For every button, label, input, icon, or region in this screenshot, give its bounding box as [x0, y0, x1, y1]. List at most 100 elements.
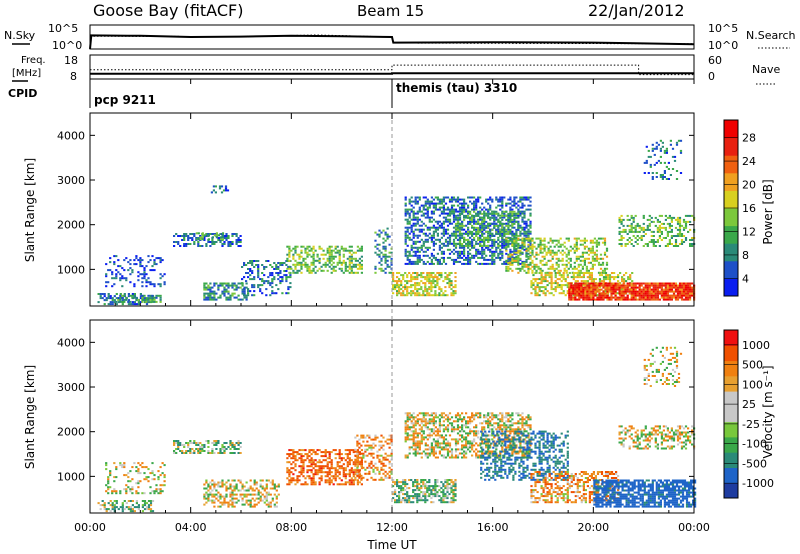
velocity-cells-cell-3: [207, 493, 210, 496]
power-cells-cell-11: [416, 262, 419, 265]
power-cells-cell-16: [668, 226, 671, 229]
power-cells-cell-10: [430, 276, 433, 279]
power-cells-cell-11: [428, 256, 431, 259]
power-cells-cell-8: [340, 261, 343, 264]
power-cells-cell-13: [529, 263, 532, 266]
power-cells-cell-11: [521, 210, 524, 213]
power-cells-cell-13: [527, 237, 530, 240]
power-cells-cell-15: [618, 292, 621, 295]
power-cells-cell-13: [573, 265, 576, 268]
power-cells-cell-6: [233, 284, 236, 287]
power-cells-cell-16: [680, 235, 684, 237]
power-cells-cell-11: [456, 234, 460, 237]
power-cells-cell-10: [432, 280, 435, 283]
power-cells-cell-11: [471, 226, 474, 229]
power-cells-cell-15: [606, 296, 609, 299]
power-cells-cell-13: [517, 255, 520, 258]
velocity-cells-cell-4: [302, 459, 305, 462]
power-cells-cell-15: [572, 286, 575, 289]
power-cells-cell-14: [544, 286, 547, 289]
power-cells-cell-10: [400, 282, 403, 285]
power-cells-cell-12: [493, 243, 496, 245]
power-cells-cell-14: [574, 272, 577, 274]
power-cells-cell-4: [195, 232, 198, 235]
power-cells-cell-15: [682, 282, 686, 285]
power-cells-cell-16: [632, 226, 635, 229]
power-cells-cell-11: [432, 254, 435, 257]
power-cells-cell-11: [503, 212, 506, 215]
power-cells-cell-11: [414, 198, 417, 201]
velocity-cells-cell-2: [227, 446, 230, 448]
velocity-cells-cell-4: [310, 457, 313, 460]
power-cells-cell-12: [471, 230, 474, 233]
power-cells-cell-10: [412, 284, 415, 287]
power-cells-cell-12: [517, 224, 520, 227]
velocity-cells-cell-3: [233, 501, 236, 504]
power-cells-cell-2: [111, 277, 114, 280]
power-cells-cell-15: [622, 284, 625, 287]
power-cells-cell-11: [503, 262, 506, 265]
power-cells-cell-17: [653, 163, 656, 166]
power-cells-cell-2: [143, 271, 146, 274]
velocity-cells-cell-4: [310, 481, 313, 484]
power-cells-cell-13: [541, 255, 544, 258]
power-cells-cell-0: [145, 297, 149, 300]
power-cells-cell-11: [487, 198, 490, 201]
velocity-cells-cell-1: [149, 492, 152, 495]
power-cells-cell-13: [547, 249, 550, 252]
velocity-cells-cell-3: [203, 493, 206, 496]
velocity-cells-cell-0: [99, 504, 102, 507]
power-cells-cell-11: [426, 238, 429, 241]
velocity-cells-cell-0: [143, 500, 147, 502]
power-cells-cell-16: [668, 224, 671, 227]
power-cells-cell-16: [664, 226, 667, 229]
velocity-cells-cell-3: [233, 505, 236, 508]
power-cells-cell-15: [632, 286, 635, 289]
power-cells-cell-14: [617, 280, 620, 283]
power-cells-cell-11: [450, 234, 454, 237]
power-cells-cell-2: [131, 269, 134, 272]
power-cells-cell-11: [497, 214, 500, 217]
power-cells-cell-15: [598, 294, 601, 297]
power-cells-cell-8: [338, 259, 341, 262]
power-cells-cell-8: [330, 253, 333, 256]
velocity-cells-cell-1: [115, 490, 118, 493]
power-cells-cell-11: [456, 210, 460, 213]
velocity-cells-cell-3: [241, 487, 244, 490]
power-cells-cell-5: [218, 185, 222, 188]
power-cells-cell-6: [241, 298, 244, 301]
power-cells-cell-8: [354, 257, 357, 260]
power-cells-cell-11: [463, 204, 466, 207]
power-cells-cell-13: [555, 239, 558, 242]
velocity-cells-cell-3: [203, 497, 206, 500]
power-cells-cell-11: [507, 198, 510, 201]
power-cells-cell-7: [277, 274, 280, 277]
power-cells-cell-11: [481, 218, 484, 221]
power-cells-cell-15: [572, 296, 575, 299]
power-cells-cell-16: [622, 218, 625, 221]
velocity-cells-cell-2: [195, 442, 198, 444]
power-cells-cell-3: [205, 233, 208, 235]
power-cells-cell-11: [442, 220, 445, 223]
power-cells-cell-11: [414, 242, 417, 245]
velocity-cells-cell-4: [292, 457, 295, 460]
power-cells-cell-12: [505, 224, 508, 227]
power-cells-cell-11: [430, 262, 433, 265]
velocity-cells-cell-3: [251, 497, 254, 500]
power-cells-cell-3: [237, 245, 240, 247]
velocity-cells-cell-1: [119, 462, 122, 465]
velocity-cells-cell-4: [326, 463, 329, 466]
velocity-cells-cell-3: [259, 495, 262, 498]
power-cells-cell-11: [408, 226, 411, 229]
power-cells-cell-4: [201, 232, 204, 235]
power-cells-cell-7: [251, 260, 254, 262]
power-cells-cell-0: [113, 299, 116, 302]
power-cells-cell-6: [205, 286, 208, 289]
power-cells-cell-16: [684, 214, 688, 217]
power-cells-cell-15: [604, 286, 607, 289]
power-cells-cell-11: [521, 244, 524, 247]
power-cells-cell-12: [509, 220, 512, 223]
power-cells-cell-2: [141, 273, 144, 276]
power-cells-cell-2: [159, 259, 162, 262]
power-cells-cell-15: [656, 292, 659, 295]
